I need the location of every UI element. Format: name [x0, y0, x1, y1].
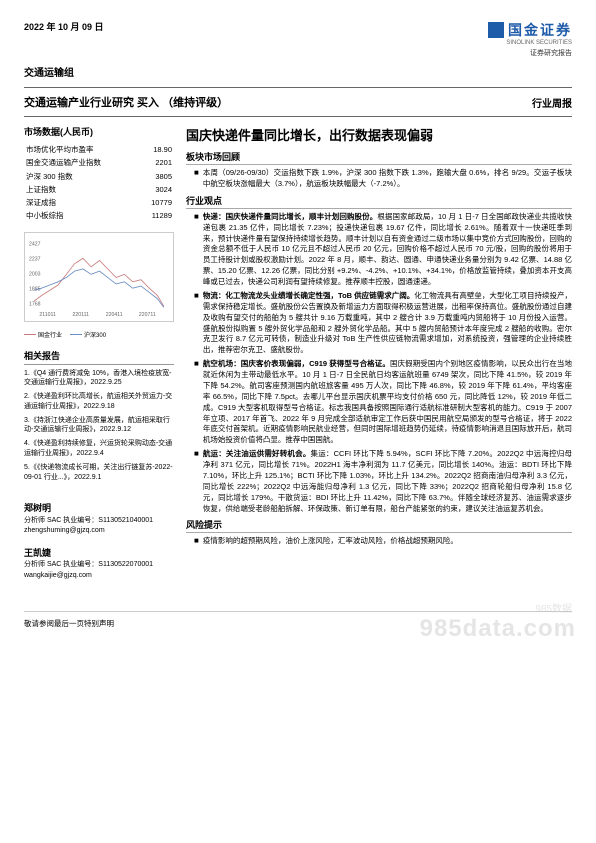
legend-line: [70, 334, 82, 335]
main-title: 国庆快递件量同比增长，出行数据表现偏弱: [186, 125, 572, 144]
chart: 24272237200318851768 2110112201112204112…: [24, 232, 174, 322]
risk-header: 风险提示: [186, 518, 572, 533]
bullet-body: 航运：关注油运供需好转机会。集运：CCFI 环比下降 5.94%，SCFI 环比…: [203, 449, 572, 514]
chart-legend: 国金行业 沪深300: [24, 330, 174, 339]
market-label: 市场优化平均市盈率: [26, 144, 139, 155]
market-value: 10779: [141, 197, 172, 208]
bullet-icon: ■: [194, 291, 199, 356]
market-value: 3024: [141, 184, 172, 195]
logo-sub: 证券研究报告: [488, 48, 572, 58]
market-label: 沪深 300 指数: [26, 171, 139, 182]
divider: [24, 116, 572, 117]
divider: [24, 87, 572, 88]
sec1-body: 本周（09/26-09/30）交运指数下跌 1.9%，沪深 300 指数下跌 1…: [203, 168, 572, 190]
analyst-cert: 分析师 SAC 执业编号：S1130521040001: [24, 516, 174, 527]
bullet-body: 航空机场：国庆客价表现偏弱，C919 获得型号合格证。国庆假期受国内个别地区疫情…: [203, 359, 572, 446]
report-title: 交通运输产业行业研究 买入 （维持评级）: [24, 94, 228, 110]
market-header: 市场数据(人民币): [24, 125, 174, 138]
report-date: 2022 年 10 月 09 日: [24, 20, 104, 33]
logo-icon: [488, 22, 504, 38]
legend-line: [24, 334, 36, 335]
related-item: 4.《快递盈利持续修复，兴运货轮采购动态-交通运输行业周报》，2022.9.4: [24, 439, 174, 459]
analyst-name: 郑树明: [24, 502, 174, 516]
watermark: 985data.com: [420, 615, 576, 643]
market-table: 市场优化平均市盈率18.90国金交通运输产业指数2201沪深 300 指数380…: [24, 142, 174, 224]
legend-label: 国金行业: [38, 330, 62, 339]
svg-text:2427: 2427: [29, 241, 41, 247]
market-value: 18.90: [141, 144, 172, 155]
market-label: 中小板综指: [26, 210, 139, 221]
svg-text:220711: 220711: [139, 311, 156, 316]
bullet-icon: ■: [194, 449, 199, 514]
sec2-header: 行业观点: [186, 194, 572, 209]
sector-name: 交通运输组: [24, 64, 572, 79]
sec1-header: 板块市场回顾: [186, 150, 572, 165]
bullet-body: 物流：化工物流龙头业绩增长确定性强，ToB 供应链需求广阔。化工物流具有高壁垒，…: [203, 291, 572, 356]
market-label: 国金交通运输产业指数: [26, 157, 139, 168]
related-item: 3.《持浙江快递企业高质量发展，航运相采取行动-交通运输行业周报》，2022.9…: [24, 416, 174, 436]
related-item: 5.《《快递物流成长可期，关注出行链复苏-2022-09-01 行业...》，2…: [24, 463, 174, 483]
bullet-icon: ■: [194, 359, 199, 446]
bullet-icon: ■: [194, 536, 199, 547]
analyst-email: zhengshuming@gjzq.com: [24, 526, 174, 537]
logo: 国金证券 SINOLINK SECURITIES 证券研究报告: [488, 20, 572, 58]
svg-text:2237: 2237: [29, 256, 41, 262]
bullet-icon: ■: [194, 212, 199, 288]
svg-text:220111: 220111: [73, 311, 90, 316]
risk-body: 疫情影响的超预期风险，油价上涨风险，汇率波动风险，价格战超预期风险。: [203, 536, 458, 547]
market-value: 3805: [141, 171, 172, 182]
svg-text:1768: 1768: [29, 301, 41, 307]
analyst-email: wangkaijie@gjzq.com: [24, 571, 174, 582]
bullet-body: 快递：国庆快递件量同比增长，顺丰计划回购股份。根据国家邮政局，10 月 1 日-…: [203, 212, 572, 288]
related-header: 相关报告: [24, 349, 174, 365]
report-list: 1.《Q4 通行费将减免 10%，香港入境检疫放宽-交通运输行业周报》，2022…: [24, 369, 174, 483]
report-type: 行业周报: [532, 95, 572, 110]
legend-label: 沪深300: [84, 330, 106, 339]
logo-text: 国金证券: [508, 20, 572, 40]
market-value: 2201: [141, 157, 172, 168]
market-label: 上证指数: [26, 184, 139, 195]
analyst-cert: 分析师 SAC 执业编号：S1130522070001: [24, 560, 174, 571]
watermark-sub: 985数据: [535, 600, 572, 615]
market-value: 11289: [141, 210, 172, 221]
related-item: 2.《快递盈利环比高增长，航运相关外贸运力-交通运输行业周报》，2022.9.1…: [24, 392, 174, 412]
market-label: 深证成指: [26, 197, 139, 208]
analysts: 郑树明分析师 SAC 执业编号：S1130521040001zhengshumi…: [24, 502, 174, 581]
svg-text:211011: 211011: [39, 311, 56, 316]
bullet-icon: ■: [194, 168, 199, 190]
logo-en: SINOLINK SECURITIES: [488, 40, 572, 46]
related-item: 1.《Q4 通行费将减免 10%，香港入境检疫放宽-交通运输行业周报》，2022…: [24, 369, 174, 389]
svg-text:2003: 2003: [29, 271, 41, 277]
analyst-name: 王凯婕: [24, 547, 174, 561]
svg-text:220411: 220411: [106, 311, 123, 316]
